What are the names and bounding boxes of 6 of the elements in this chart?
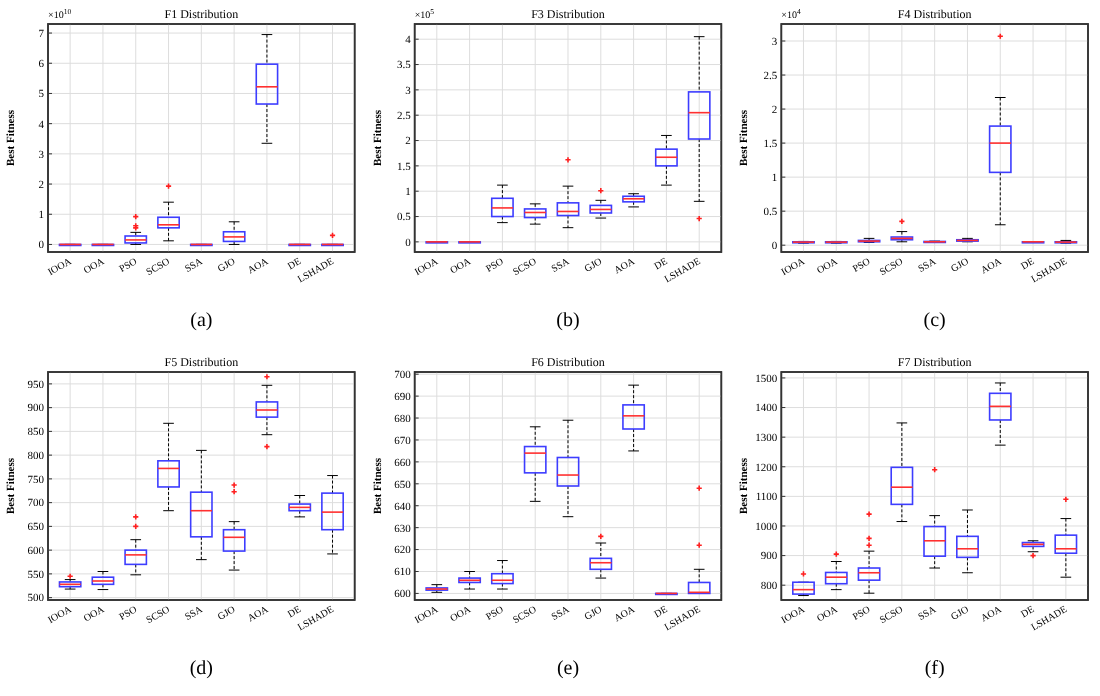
text: (f) — [924, 658, 945, 680]
text: (a) — [190, 310, 213, 332]
text: (c) — [923, 310, 946, 332]
text: (d) — [189, 658, 214, 680]
text: (e) — [556, 658, 580, 680]
text: (b) — [556, 310, 580, 332]
